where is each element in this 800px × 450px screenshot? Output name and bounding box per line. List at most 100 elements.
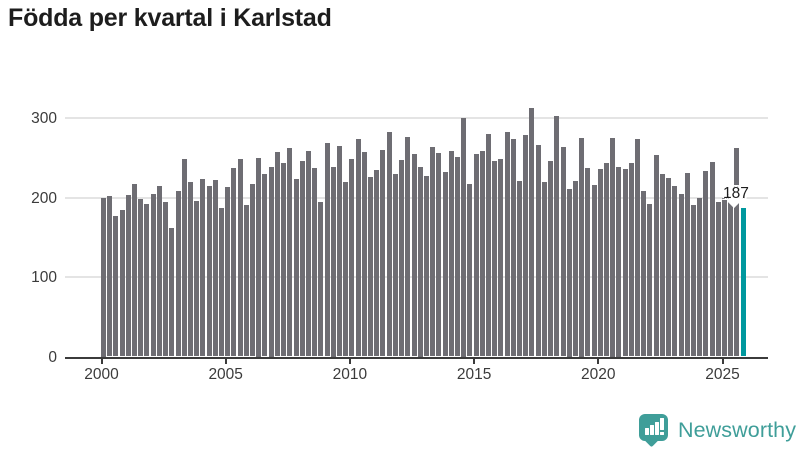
bar [336, 145, 342, 357]
bar [529, 107, 535, 357]
newsworthy-wordmark: Newsworthy [678, 417, 797, 442]
bar [218, 207, 224, 357]
bar [467, 183, 473, 357]
bar [604, 162, 609, 357]
bar [318, 202, 324, 357]
bar [647, 203, 653, 357]
x-axis-tick [100, 358, 103, 364]
newsworthy-bubble-icon [639, 413, 669, 447]
chart-title: Födda per kvartal i Karlstad [8, 4, 332, 32]
x-axis-tick-label: 2020 [581, 366, 616, 383]
bar [250, 183, 256, 357]
highlight-value-label: 187 [723, 185, 749, 202]
bar [355, 139, 361, 357]
icon-exclamation-bar [660, 417, 664, 430]
bar [156, 185, 162, 357]
bar [417, 166, 423, 357]
bar [560, 147, 566, 357]
bar [504, 132, 510, 357]
bar [305, 150, 311, 357]
bar [585, 168, 591, 357]
x-axis-tick-label: 2005 [208, 366, 243, 383]
icon-bar-3 [655, 421, 659, 435]
y-axis-tick-label: 100 [31, 269, 57, 286]
icon-bar-1 [645, 427, 649, 435]
bar [492, 160, 498, 357]
bar [330, 166, 336, 357]
bar [343, 182, 349, 357]
bar [722, 196, 727, 357]
bar [454, 156, 460, 357]
bar [225, 187, 231, 357]
bar [591, 184, 597, 357]
bar [256, 157, 262, 357]
bar [703, 171, 709, 357]
bar [659, 174, 665, 357]
bar [175, 191, 181, 357]
bar [368, 176, 374, 357]
bar [101, 197, 106, 357]
y-gridline [65, 196, 768, 199]
x-axis-tick-label: 2025 [705, 366, 740, 383]
bar [510, 138, 516, 357]
bar [113, 215, 119, 357]
bar [461, 118, 467, 357]
y-axis-tick-label: 300 [31, 110, 57, 127]
bar [349, 158, 355, 357]
bar [262, 173, 268, 357]
bar [641, 191, 647, 357]
bar [672, 186, 678, 357]
bar [169, 227, 175, 357]
bar [728, 194, 734, 357]
bar [684, 172, 690, 357]
y-gridline [65, 276, 768, 278]
bar [392, 173, 398, 357]
bar [312, 168, 318, 357]
x-axis-tick-label: 2010 [332, 366, 368, 383]
bar [405, 137, 411, 357]
bar [678, 194, 684, 357]
y-axis-tick-label: 200 [31, 189, 57, 207]
x-axis-tick [224, 358, 227, 364]
bar [324, 142, 330, 357]
newsworthy-logo[interactable]: Newsworthy [639, 413, 796, 447]
bar [150, 193, 156, 357]
bar [386, 131, 392, 357]
bar [690, 205, 696, 357]
bar [163, 202, 169, 357]
bar [187, 181, 193, 357]
bar [442, 172, 448, 357]
bar [361, 152, 367, 357]
bar [486, 133, 492, 357]
bar [734, 148, 740, 357]
bar [287, 148, 293, 357]
y-gridline [65, 117, 768, 119]
x-axis-tick [721, 358, 724, 364]
bar [448, 151, 454, 357]
bar [579, 137, 585, 357]
bar [473, 153, 479, 357]
bar [610, 137, 616, 357]
bar [119, 210, 125, 357]
bar [572, 180, 578, 357]
bar [498, 159, 504, 357]
y-axis-tick-label: 0 [48, 348, 57, 366]
bar [635, 138, 641, 357]
bar [436, 152, 442, 357]
bar [281, 163, 287, 357]
bar [293, 179, 299, 357]
x-axis-tick-label: 2000 [84, 366, 119, 383]
bar [566, 188, 572, 357]
x-axis-tick-label: 2015 [456, 366, 492, 383]
x-axis-line [65, 356, 768, 359]
bar [194, 201, 200, 357]
bar [144, 203, 150, 357]
bar [554, 116, 560, 357]
bar [597, 168, 603, 357]
bar-highlighted [740, 207, 746, 357]
bar [709, 161, 715, 357]
bar [200, 179, 206, 357]
bar [206, 186, 212, 357]
bar [374, 170, 380, 357]
